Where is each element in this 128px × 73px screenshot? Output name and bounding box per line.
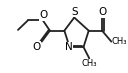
Text: O: O	[39, 10, 48, 20]
Text: S: S	[71, 7, 78, 17]
Text: N: N	[65, 42, 73, 52]
Text: CH₃: CH₃	[112, 37, 127, 46]
Text: O: O	[32, 42, 41, 52]
Text: CH₃: CH₃	[82, 59, 97, 68]
Text: O: O	[98, 7, 106, 17]
